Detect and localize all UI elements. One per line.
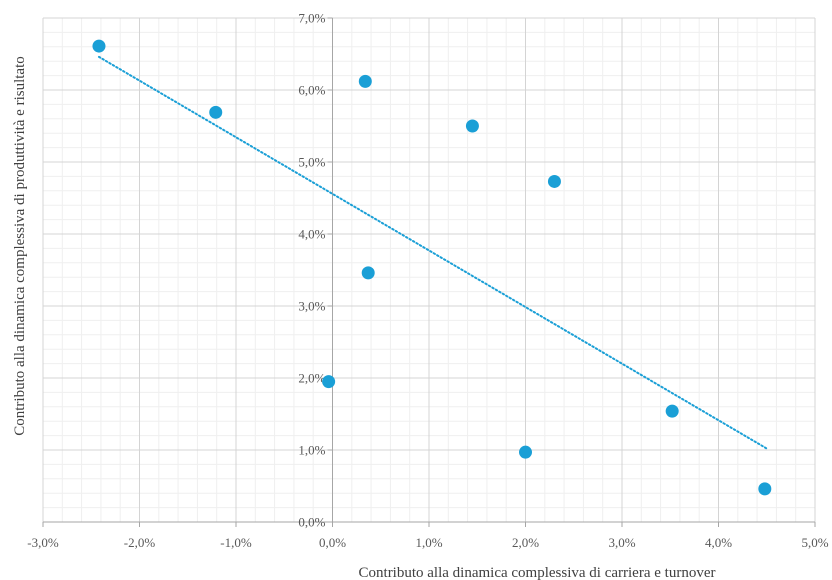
y-tick-label: 3,0% bbox=[298, 299, 325, 314]
data-point bbox=[665, 404, 679, 418]
y-tick-label: 1,0% bbox=[298, 443, 325, 458]
data-point bbox=[465, 119, 479, 133]
data-point bbox=[361, 266, 375, 280]
data-point bbox=[519, 445, 532, 459]
y-tick-label: 7,0% bbox=[298, 11, 325, 26]
y-tick-label: 4,0% bbox=[298, 227, 325, 242]
x-tick-label: 0,0% bbox=[319, 535, 346, 550]
x-tick-label: 3,0% bbox=[608, 535, 635, 550]
x-tick-label: -2,0% bbox=[124, 535, 156, 550]
data-point bbox=[547, 174, 561, 188]
data-points bbox=[92, 39, 772, 496]
data-point bbox=[358, 74, 372, 88]
y-tick-label: 6,0% bbox=[298, 83, 325, 98]
data-point bbox=[209, 105, 223, 119]
major-gridlines bbox=[42, 17, 816, 522]
y-axis-title: Contributo alla dinamica complessiva di … bbox=[12, 56, 28, 436]
x-tick-label: 2,0% bbox=[512, 535, 539, 550]
y-tick-label: 5,0% bbox=[298, 155, 325, 170]
x-tick-labels: -3,0% -2,0% -1,0% 0,0% 1,0% 2,0% 3,0% 4,0% 5,0% bbox=[27, 535, 828, 550]
y-tick-label: 0,0% bbox=[298, 515, 325, 530]
x-tick-label: 5,0% bbox=[801, 535, 828, 550]
data-point bbox=[758, 482, 772, 496]
x-tick-label: -3,0% bbox=[27, 535, 59, 550]
x-tick-label: 4,0% bbox=[705, 535, 732, 550]
x-tick-label: 1,0% bbox=[415, 535, 442, 550]
y-tick-label: 2,0% bbox=[298, 371, 325, 386]
trendline-group bbox=[97, 55, 768, 450]
data-point bbox=[322, 375, 336, 389]
x-tick-label: -1,0% bbox=[220, 535, 252, 550]
data-point bbox=[92, 39, 106, 53]
axes bbox=[42, 17, 816, 527]
trendline bbox=[97, 55, 768, 450]
x-axis-title: Contributo alla dinamica complessiva di … bbox=[359, 565, 716, 580]
y-tick-labels: 0,0% 1,0% 2,0% 3,0% 4,0% 5,0% 6,0% 7,0% bbox=[298, 11, 325, 530]
